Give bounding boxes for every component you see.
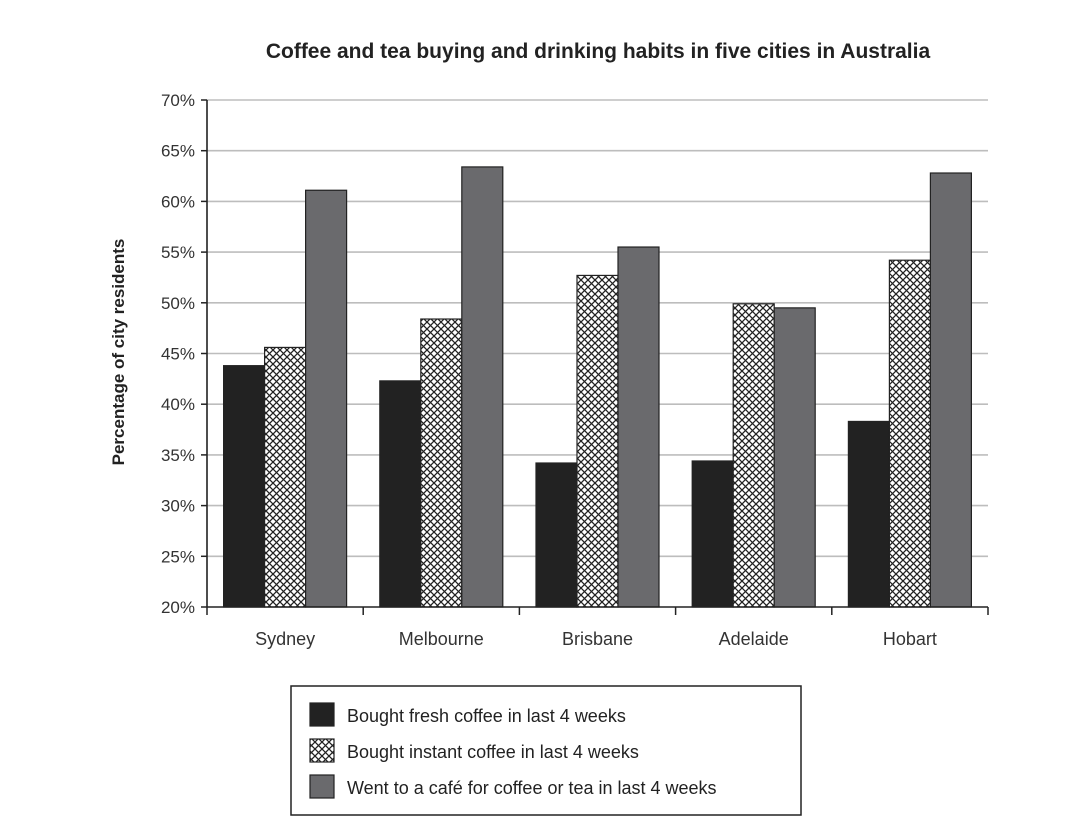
x-tick-label: Hobart: [883, 629, 937, 649]
y-tick-labels: 20% 25% 30% 35% 40% 45% 50% 55% 60% 65% 70%: [161, 91, 195, 617]
legend-swatch: [309, 774, 335, 799]
bar-hobart-series-2: [888, 259, 932, 608]
x-tick-label: Sydney: [255, 629, 315, 649]
legend-swatch: [309, 702, 335, 727]
bar-melbourne-series-2: [420, 318, 463, 608]
y-tick-label: 50%: [161, 294, 195, 313]
bar-adelaide-series-3: [773, 307, 816, 608]
legend-label: Went to a café for coffee or tea in last…: [347, 778, 717, 798]
y-tick-label: 20%: [161, 598, 195, 617]
x-tick-label: Brisbane: [562, 629, 633, 649]
x-tick-labels: Sydney Melbourne Brisbane Adelaide Hobart: [255, 629, 937, 649]
chart-title: Coffee and tea buying and drinking habit…: [266, 40, 931, 63]
x-tick-label: Adelaide: [719, 629, 789, 649]
y-tick-label: 60%: [161, 192, 195, 211]
legend-label: Bought fresh coffee in last 4 weeks: [347, 706, 626, 726]
bar-melbourne-series-1: [379, 380, 422, 608]
bar-adelaide-series-2: [732, 303, 775, 608]
bar-brisbane-series-1: [535, 462, 578, 608]
legend: Bought fresh coffee in last 4 weeks Bough…: [290, 685, 802, 816]
bar-melbourne-series-3: [461, 166, 504, 608]
legend-box: [290, 685, 802, 816]
y-tick-label: 40%: [161, 395, 195, 414]
y-tick-label: 70%: [161, 91, 195, 110]
bar-sydney-series-1: [223, 365, 266, 608]
bar-sydney-series-2: [264, 346, 307, 608]
legend-label: Bought instant coffee in last 4 weeks: [347, 742, 639, 762]
bar-adelaide-series-1: [691, 460, 734, 608]
bar-brisbane-series-2: [576, 274, 619, 608]
y-tick-label: 55%: [161, 243, 195, 262]
legend-swatch: [309, 738, 335, 763]
bar-hobart-series-3: [929, 172, 973, 608]
bar-brisbane-series-3: [617, 246, 660, 608]
y-tick-label: 45%: [161, 345, 195, 364]
x-tick-label: Melbourne: [399, 629, 484, 649]
y-tick-label: 35%: [161, 446, 195, 465]
y-tick-label: 30%: [161, 497, 195, 516]
bars: [223, 166, 973, 608]
y-axis-label: Percentage of city residents: [109, 239, 128, 466]
y-tick-label: 65%: [161, 142, 195, 161]
bar-sydney-series-3: [305, 189, 348, 608]
bar-hobart-series-1: [847, 420, 891, 608]
y-tick-label: 25%: [161, 547, 195, 566]
axes: [201, 99, 989, 615]
